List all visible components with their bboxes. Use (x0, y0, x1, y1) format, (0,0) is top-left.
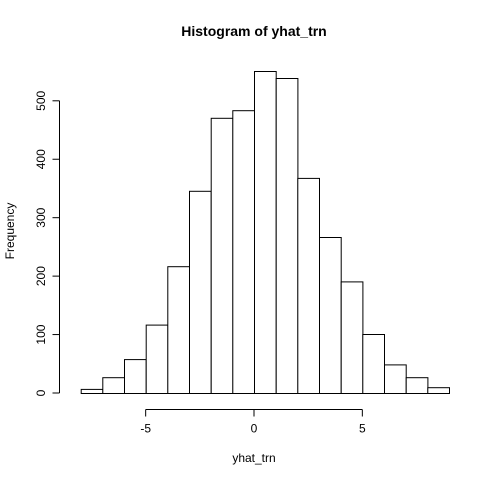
histogram-bar (297, 177, 320, 394)
bars-group (80, 71, 450, 395)
y-axis: 0 100 200 300 400 500 (34, 90, 60, 396)
y-tick-label: 0 (34, 389, 48, 396)
histogram-bar (145, 324, 169, 395)
histogram-bar (189, 190, 212, 394)
histogram-bar (340, 281, 364, 394)
y-tick-label: 300 (34, 207, 48, 227)
histogram-bar (80, 388, 104, 394)
histogram-bar (384, 364, 407, 394)
chart-title: Histogram of yhat_trn (181, 23, 326, 39)
x-axis-label: yhat_trn (232, 451, 275, 465)
histogram-bar (405, 377, 429, 395)
y-tick-label: 500 (34, 90, 48, 110)
histogram-bar (167, 266, 191, 395)
histogram-bar (254, 71, 277, 394)
histogram-bar (124, 359, 147, 395)
histogram-bar (427, 387, 450, 395)
histogram-bar (319, 237, 342, 394)
x-axis: -5 0 5 (140, 409, 366, 436)
histogram-bar (275, 78, 299, 394)
x-tick-label: 5 (359, 422, 366, 436)
histogram-bar (102, 377, 126, 395)
y-tick-label: 200 (34, 266, 48, 286)
y-tick-label: 400 (34, 149, 48, 169)
y-axis-label: Frequency (3, 203, 17, 260)
histogram-bar (362, 334, 385, 394)
x-tick-label: 0 (251, 422, 258, 436)
histogram-bar (232, 110, 256, 394)
histogram-bar (210, 117, 234, 395)
y-tick-label: 100 (34, 324, 48, 344)
x-tick-label: -5 (140, 422, 151, 436)
